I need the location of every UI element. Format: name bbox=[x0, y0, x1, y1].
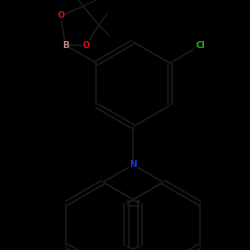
Text: N: N bbox=[129, 160, 137, 169]
Text: O: O bbox=[82, 41, 89, 50]
Text: Cl: Cl bbox=[195, 41, 205, 50]
Text: B: B bbox=[62, 40, 69, 50]
Text: O: O bbox=[57, 11, 64, 20]
